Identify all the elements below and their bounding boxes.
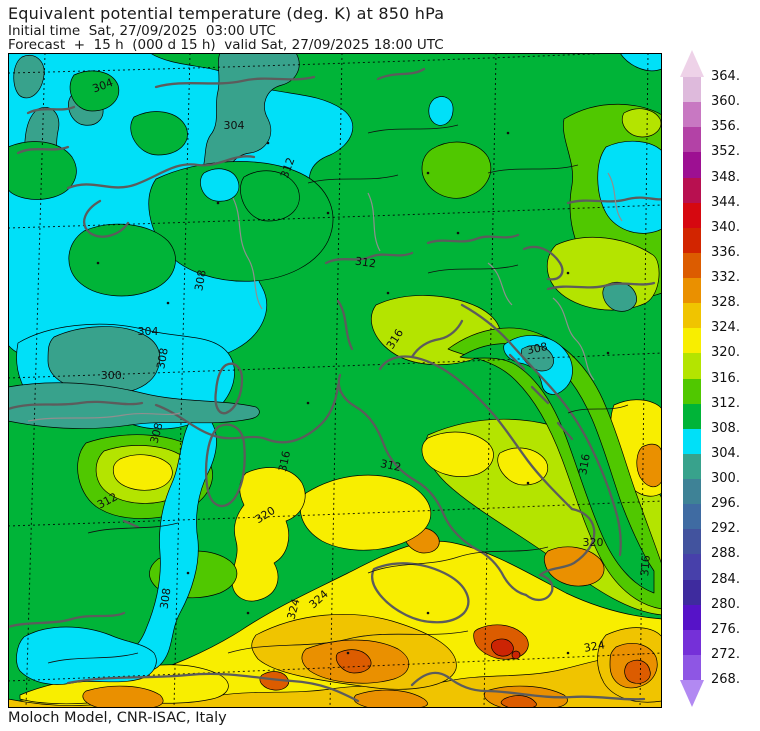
contour-label: 308	[526, 340, 549, 357]
map-frame	[8, 53, 662, 708]
colorbar-under-arrow	[680, 680, 704, 707]
colorbar-segment	[683, 428, 701, 454]
contour-label: 308	[148, 421, 166, 445]
colorbar-tick-label: 272.	[711, 646, 740, 662]
colorbar-segment	[683, 378, 701, 404]
forecast-valid-line: Forecast + 15 h (000 d 15 h) valid Sat, …	[8, 37, 444, 53]
colorbar-segment	[683, 453, 701, 479]
contour-label: 316	[638, 555, 653, 577]
colorbar-tick-label: 288.	[711, 546, 740, 562]
colorbar-tick-label: 320.	[711, 345, 740, 361]
colorbar-tick-label: 316.	[711, 370, 740, 386]
colorbar-segment	[683, 403, 701, 429]
colorbar-segment	[683, 202, 701, 228]
colorbar-tick-label: 348.	[711, 169, 740, 185]
contour-label: 324	[583, 638, 606, 654]
contour-label: 304	[224, 119, 245, 132]
colorbar-tick-label: 308.	[711, 420, 740, 436]
colorbar-segment	[683, 654, 701, 680]
contour-label: 308	[158, 587, 174, 610]
colorbar-tick-label: 332.	[711, 270, 740, 285]
colorbar-tick-label: 328.	[711, 295, 740, 311]
contour-label: 324	[285, 597, 303, 621]
colorbar-segment	[683, 529, 701, 555]
initial-time-line: Initial time Sat, 27/09/2025 03:00 UTC	[8, 23, 276, 39]
colorbar-tick-label: 360.	[711, 94, 740, 110]
weather-map-panel: 304 304 304 308 308 300. 308 308 312 312 312 312 308…	[8, 53, 662, 708]
thin-contour-lines	[47, 124, 629, 664]
colorbar-segment	[683, 77, 701, 103]
colorbar-tick-label: 324.	[711, 320, 740, 336]
colorbar-tick-label: 340.	[711, 219, 740, 235]
colorbar-segment	[683, 152, 701, 178]
theta-e-contour-map: 304304304308308300.308308312312312312308…	[8, 53, 662, 708]
colorbar-segment	[683, 177, 701, 203]
page-title: Equivalent potential temperature (deg. K…	[8, 4, 445, 23]
colorbar-segment	[683, 252, 701, 278]
colorbar-segment	[683, 102, 701, 128]
contour-label: 312	[354, 255, 377, 271]
colorbar-segment	[683, 278, 701, 304]
colorbar-tick-label: 280.	[711, 596, 740, 612]
colorbar-tick-label: 356.	[711, 119, 740, 135]
colorbar-tick-label: 276.	[711, 621, 740, 637]
contour-label: 300.	[101, 369, 126, 382]
colorbar-segment	[683, 127, 701, 153]
contour-label: 316	[576, 453, 592, 476]
colorbar-segment	[683, 629, 701, 655]
contour-label: 320	[583, 536, 604, 549]
colorbar-tick-label: 292.	[711, 521, 740, 537]
colorbar-tick-label: 268.	[711, 672, 740, 687]
colorbar-segment	[683, 479, 701, 505]
filled-contour-regions	[8, 53, 662, 708]
contour-label: 304	[138, 325, 159, 338]
colorbar-segment	[683, 504, 701, 530]
coastlines	[8, 67, 662, 703]
colorbar-segment	[683, 604, 701, 630]
colorbar-segment	[683, 328, 701, 354]
colorbar-tick-label: 304.	[711, 445, 740, 461]
colorbar-tick-label: 352.	[711, 144, 740, 160]
colorbar-over-arrow	[680, 50, 704, 77]
colorbar-segment	[683, 353, 701, 379]
colorbar-tick-label: 300.	[711, 471, 740, 486]
colorbar-segment	[683, 579, 701, 605]
colorbar-tick-label: 364.	[711, 69, 740, 84]
contour-label: 316	[276, 450, 293, 473]
colorbar-bands	[683, 50, 701, 710]
contour-label: 312	[379, 457, 402, 474]
contour-label: 308	[154, 347, 170, 370]
model-credit: Moloch Model, CNR-ISAC, Italy	[8, 710, 227, 726]
colorbar-segment	[683, 303, 701, 329]
spot-dots	[96, 131, 610, 655]
colorbar-legend: 364. 360. 356. 352. 348. 344. 340. 336. 332. 328.…	[680, 50, 758, 710]
contour-label: 308	[192, 269, 208, 292]
colorbar-segment	[683, 227, 701, 253]
colorbar-tick-label: 284.	[711, 571, 740, 587]
colorbar-segment	[683, 554, 701, 580]
latlon-graticule	[8, 53, 662, 708]
colorbar-tick-label: 336.	[711, 244, 740, 260]
colorbar-tick-label: 344.	[711, 194, 740, 210]
colorbar-tick-label: 312.	[711, 395, 740, 411]
country-borders	[27, 172, 623, 422]
colorbar-tick-label: 296.	[711, 496, 740, 512]
